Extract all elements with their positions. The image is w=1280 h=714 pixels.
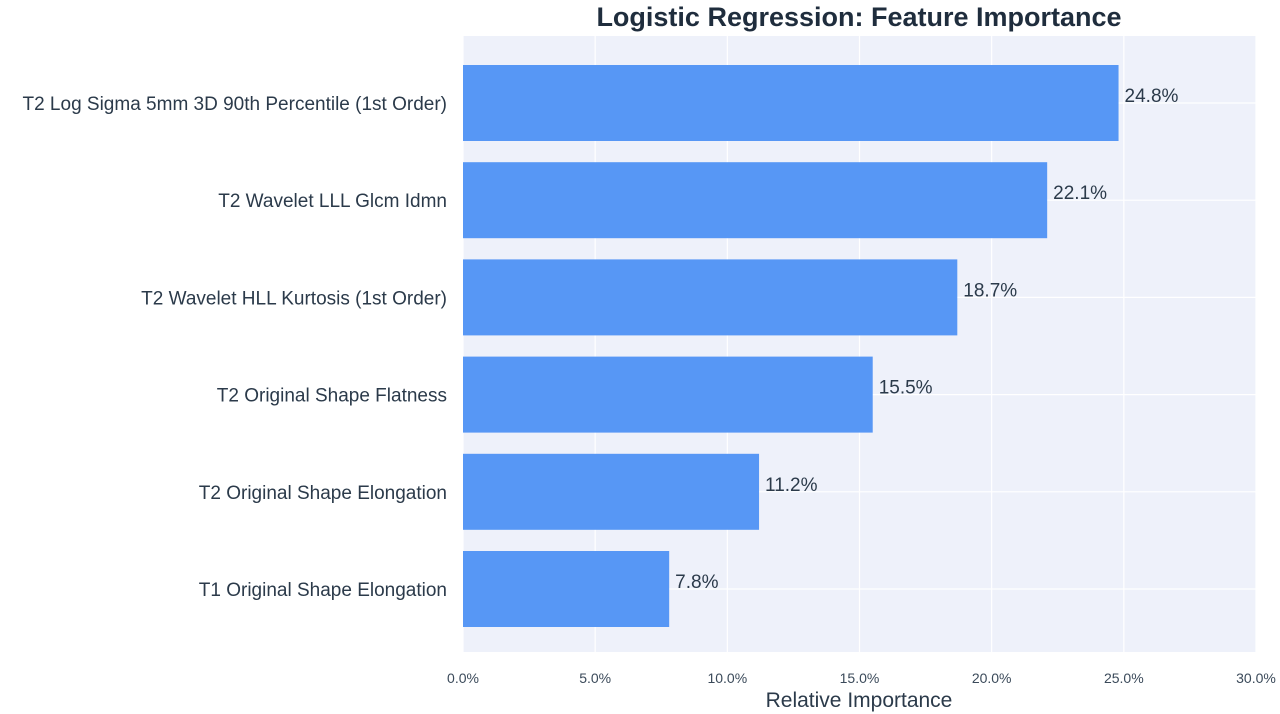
category-label: T2 Wavelet LLL Glcm Idmn: [218, 191, 447, 212]
value-label: 11.2%: [765, 475, 818, 496]
x-tick-labels: 0.0% 5.0% 10.0% 15.0% 20.0% 25.0% 30.0%: [447, 670, 1276, 686]
category-label: T2 Original Shape Elongation: [199, 483, 447, 504]
x-tick-label: 20.0%: [972, 670, 1012, 686]
x-tick-label: 30.0%: [1236, 670, 1276, 686]
bar: [463, 453, 760, 530]
value-label: 22.1%: [1053, 183, 1107, 204]
value-label: 7.8%: [675, 572, 718, 593]
x-axis-title: Relative Importance: [766, 689, 953, 712]
x-tick-label: 5.0%: [579, 670, 611, 686]
bar: [463, 551, 670, 627]
value-label: 18.7%: [963, 280, 1017, 301]
x-tick-label: 10.0%: [707, 670, 747, 686]
value-labels: 24.8% 22.1% 18.7% 15.5% 11.2% 7.8%: [675, 86, 1178, 593]
category-label: T1 Original Shape Elongation: [199, 580, 447, 601]
category-label: T2 Original Shape Flatness: [217, 386, 447, 407]
category-label: T2 Wavelet HLL Kurtosis (1st Order): [141, 288, 447, 309]
value-label: 24.8%: [1125, 86, 1179, 107]
bars: [463, 65, 1119, 627]
bar: [463, 356, 873, 433]
bar: [463, 259, 958, 336]
bar: [463, 162, 1048, 239]
x-tick-label: 0.0%: [447, 670, 479, 686]
x-tick-label: 25.0%: [1104, 670, 1144, 686]
category-label: T2 Log Sigma 5mm 3D 90th Percentile (1st…: [22, 94, 447, 115]
chart-title: Logistic Regression: Feature Importance: [596, 2, 1121, 32]
value-label: 15.5%: [879, 378, 933, 399]
x-tick-label: 15.0%: [840, 670, 880, 686]
bar: [463, 65, 1119, 141]
category-labels: T2 Log Sigma 5mm 3D 90th Percentile (1st…: [22, 94, 447, 601]
